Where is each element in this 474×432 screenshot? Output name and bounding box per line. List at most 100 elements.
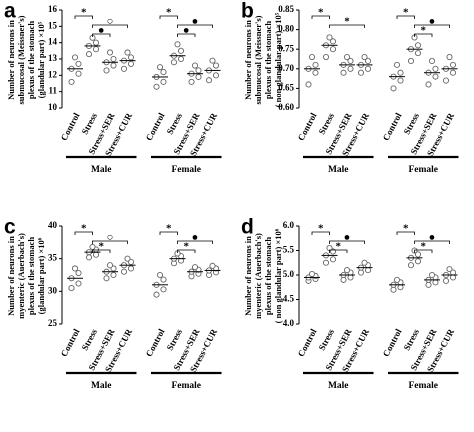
y-tick-label: 0.70 bbox=[278, 63, 294, 73]
bracket bbox=[414, 240, 450, 244]
data-point bbox=[85, 51, 93, 58]
data-point bbox=[364, 267, 372, 274]
y-tick-label: 4.5 bbox=[283, 294, 295, 304]
significance-marker: ● bbox=[192, 232, 199, 244]
x-tick-label: Control bbox=[144, 327, 167, 358]
y-axis-label: plexus of the stomach bbox=[263, 237, 273, 315]
panel-label: c bbox=[4, 216, 16, 239]
significance-marker: ○ bbox=[107, 16, 114, 28]
data-point bbox=[75, 280, 82, 287]
data-point bbox=[177, 47, 185, 54]
data-point bbox=[308, 270, 316, 278]
data-point bbox=[106, 262, 114, 269]
data-point bbox=[160, 276, 167, 283]
data-point bbox=[68, 78, 75, 85]
data-point bbox=[110, 271, 117, 279]
data-point bbox=[212, 62, 220, 69]
significance-marker: ● bbox=[192, 16, 199, 28]
y-tick-label: 15 bbox=[48, 20, 58, 30]
data-point bbox=[209, 57, 216, 64]
bracket bbox=[177, 249, 196, 253]
group-label: Female bbox=[408, 165, 438, 175]
data-point bbox=[71, 54, 79, 61]
bracket bbox=[92, 240, 128, 244]
significance-marker: * bbox=[81, 7, 87, 19]
bracket bbox=[396, 231, 415, 235]
x-tick-label: Control bbox=[296, 327, 319, 358]
y-axis-label: plexus of the stomach bbox=[26, 21, 36, 99]
group-label: Male bbox=[328, 165, 349, 175]
data-point bbox=[188, 78, 195, 85]
data-point bbox=[347, 65, 354, 72]
data-point bbox=[92, 39, 100, 46]
data-point bbox=[92, 251, 100, 258]
data-point bbox=[170, 59, 178, 66]
data-point bbox=[393, 61, 401, 68]
x-tick-label: Control bbox=[381, 327, 404, 358]
data-point bbox=[127, 54, 135, 61]
significance-marker: * bbox=[403, 223, 409, 235]
significance-marker: ● bbox=[98, 25, 105, 37]
data-point bbox=[103, 275, 110, 282]
y-tick-label: 30 bbox=[48, 285, 58, 295]
data-point bbox=[397, 69, 404, 76]
data-point bbox=[347, 274, 354, 281]
data-point bbox=[110, 55, 117, 63]
data-point bbox=[92, 46, 100, 53]
data-point bbox=[120, 65, 128, 72]
y-axis-label: submucosal (Meissner's) bbox=[16, 15, 26, 104]
y-axis-label: submucosal (Meissner's) bbox=[253, 15, 263, 104]
panel-label: b bbox=[241, 0, 254, 23]
y-axis-label: (glandular part) ×10⁶ bbox=[36, 237, 46, 314]
data-point bbox=[322, 53, 330, 61]
data-point bbox=[446, 53, 453, 61]
data-point bbox=[414, 251, 422, 258]
data-point bbox=[414, 258, 422, 265]
bracket bbox=[311, 231, 330, 235]
data-point bbox=[205, 77, 213, 84]
bracket bbox=[74, 15, 93, 19]
data-point bbox=[329, 46, 337, 53]
data-point bbox=[308, 53, 316, 61]
significance-marker: * bbox=[421, 25, 427, 37]
data-point bbox=[432, 65, 439, 72]
y-tick-label: 40 bbox=[48, 220, 58, 230]
y-tick-label: 0.60 bbox=[278, 102, 294, 112]
bracket bbox=[414, 249, 433, 253]
significance-marker: * bbox=[166, 223, 172, 235]
bracket bbox=[177, 33, 196, 37]
data-point bbox=[393, 276, 401, 283]
data-point bbox=[425, 81, 432, 88]
data-point bbox=[75, 269, 82, 277]
y-tick-label: 5.5 bbox=[283, 245, 295, 255]
data-point bbox=[177, 55, 185, 63]
significance-marker: * bbox=[344, 16, 350, 28]
significance-marker: * bbox=[99, 241, 105, 253]
data-point bbox=[425, 281, 432, 288]
data-point bbox=[428, 271, 436, 279]
data-point bbox=[390, 85, 397, 92]
y-tick-label: 16 bbox=[48, 4, 58, 14]
bracket bbox=[92, 24, 128, 28]
y-tick-label: 0.80 bbox=[278, 24, 294, 34]
y-tick-label: 0.65 bbox=[278, 82, 294, 92]
data-point bbox=[329, 256, 337, 263]
data-point bbox=[156, 271, 164, 279]
group-label: Male bbox=[328, 381, 349, 391]
data-point bbox=[312, 61, 319, 68]
data-point bbox=[347, 57, 354, 65]
data-point bbox=[127, 265, 135, 272]
data-point bbox=[212, 72, 220, 79]
data-point bbox=[397, 77, 404, 84]
data-point bbox=[160, 78, 167, 85]
data-point bbox=[357, 69, 365, 76]
significance-marker: * bbox=[318, 7, 324, 19]
y-axis-label: Number of neurons in bbox=[243, 236, 253, 316]
significance-marker: ● bbox=[429, 16, 436, 28]
x-tick-label: Control bbox=[381, 111, 404, 142]
x-tick-label: Control bbox=[144, 111, 167, 142]
